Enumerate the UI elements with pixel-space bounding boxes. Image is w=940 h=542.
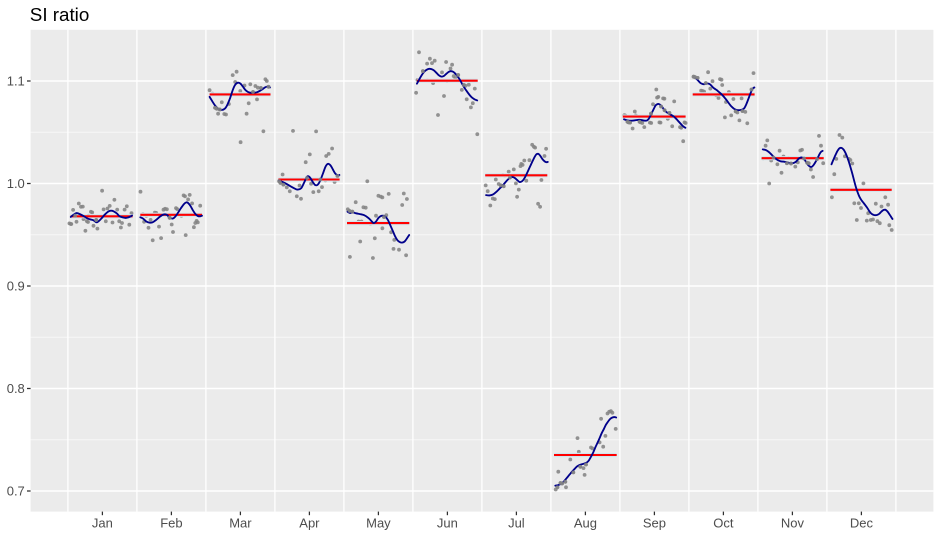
svg-text:Apr: Apr [299,516,320,531]
svg-text:Jul: Jul [508,516,525,531]
svg-text:Jun: Jun [437,516,458,531]
svg-text:SI ratio: SI ratio [30,4,90,25]
svg-text:0.8: 0.8 [7,381,25,396]
svg-text:Dec: Dec [850,516,874,531]
svg-text:Aug: Aug [574,516,597,531]
svg-text:Mar: Mar [229,516,252,531]
svg-text:1.1: 1.1 [7,74,25,89]
svg-text:Feb: Feb [160,516,182,531]
svg-text:Sep: Sep [643,516,666,531]
svg-text:0.9: 0.9 [7,279,25,294]
svg-text:Oct: Oct [713,516,734,531]
svg-text:0.7: 0.7 [7,484,25,499]
svg-text:May: May [366,516,391,531]
svg-text:Jan: Jan [92,516,113,531]
svg-text:Nov: Nov [781,516,805,531]
svg-text:1.0: 1.0 [7,176,25,191]
